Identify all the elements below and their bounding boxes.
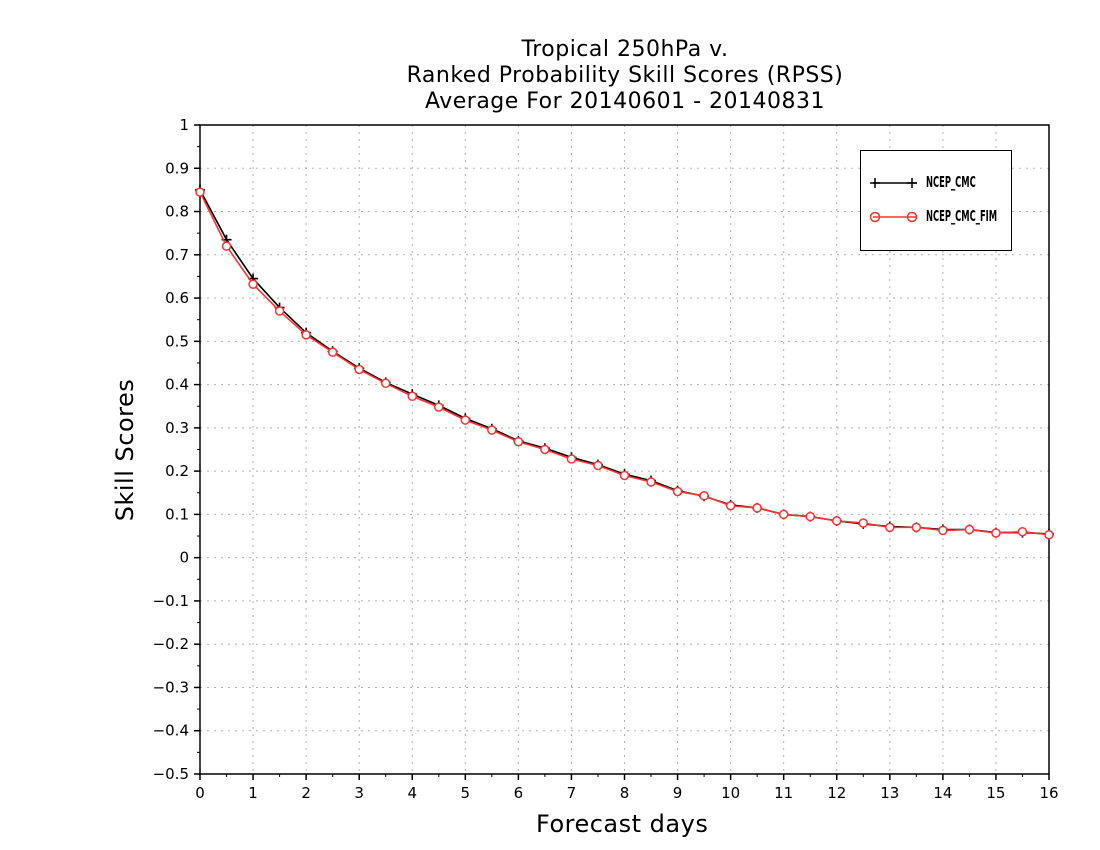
data-point-circle <box>195 187 205 197</box>
y-tick-label: −0.3 <box>153 678 189 696</box>
data-point-circle <box>672 486 683 497</box>
y-tick-label: 0.2 <box>165 462 189 480</box>
y-tick-label: 0.4 <box>165 376 189 394</box>
data-point-circle <box>832 516 842 526</box>
data-point-circle <box>301 330 311 340</box>
data-point-circle <box>964 524 975 535</box>
data-point-circle <box>911 522 922 533</box>
data-point-circle <box>380 378 391 389</box>
data-point-circle <box>1044 529 1054 540</box>
legend: NCEP_CMC NCEP_CMC_FIM <box>860 150 1012 251</box>
legend-plus-marker-icon <box>870 178 917 188</box>
y-tick-label: 0 <box>179 549 189 567</box>
x-tick-label: 0 <box>195 784 205 802</box>
data-point-circle <box>540 444 550 455</box>
x-tick-label: 4 <box>407 784 417 802</box>
y-tick-label: 0.3 <box>165 419 189 437</box>
data-point-circle <box>805 511 815 522</box>
data-point-circle <box>513 436 524 447</box>
y-tick-label: 0.7 <box>165 246 189 264</box>
y-tick-label: −0.4 <box>153 722 189 740</box>
y-tick-label: 0.6 <box>165 289 189 307</box>
x-tick-label: 3 <box>354 784 364 802</box>
y-tick-label: 1 <box>179 116 189 134</box>
legend-label-series-1: NCEP_CMC <box>926 173 976 191</box>
chart-title-line-2: Ranked Probability Skill Scores (RPSS) <box>406 63 844 88</box>
x-tick-label: 14 <box>933 784 952 802</box>
data-point-circle <box>885 522 895 533</box>
legend-swatches <box>869 178 918 223</box>
data-point-circle <box>725 500 736 511</box>
legend-label-series-2: NCEP_CMC_FIM <box>926 207 998 225</box>
x-tick-label: 1 <box>248 784 258 802</box>
chart-title-line-1: Tropical 250hPa v. <box>521 37 729 62</box>
x-tick-label: 10 <box>721 784 740 802</box>
y-tick-label: −0.5 <box>153 765 189 783</box>
data-point-circle <box>354 364 364 375</box>
legend-circle-marker-icon <box>906 211 918 223</box>
x-tick-label: 12 <box>827 784 846 802</box>
x-tick-label: 9 <box>673 784 683 802</box>
x-tick-label: 8 <box>620 784 630 802</box>
x-axis-title: Forecast days <box>536 810 709 838</box>
x-tick-label: 11 <box>774 784 793 802</box>
data-point-circle <box>752 503 762 513</box>
data-point-circle <box>991 528 1001 538</box>
legend-circle-marker-icon <box>869 211 881 223</box>
data-point-circle <box>327 347 338 357</box>
x-tick-label: 2 <box>301 784 311 802</box>
data-point-circle <box>699 491 709 501</box>
y-tick-label: 0.5 <box>165 332 189 350</box>
data-point-circle <box>566 454 577 464</box>
data-point-circle <box>407 391 417 402</box>
data-point-circle <box>593 460 603 471</box>
data-point-circle <box>619 470 630 481</box>
data-point-circle <box>434 402 444 412</box>
data-point-circle <box>858 518 869 528</box>
y-tick-label: 0.9 <box>165 159 189 177</box>
y-axis-title: Skill Scores <box>111 378 139 522</box>
y-tick-label: 0.8 <box>165 203 189 221</box>
x-tick-label: 6 <box>514 784 524 802</box>
data-point-circle <box>778 509 789 520</box>
x-tick-label: 16 <box>1039 784 1058 802</box>
data-point-circle <box>274 306 285 316</box>
y-tick-label: −0.1 <box>153 592 189 610</box>
data-point-circle <box>1017 526 1028 537</box>
data-point-circle <box>460 415 471 425</box>
data-point-circle <box>646 477 656 487</box>
y-tick-label: −0.2 <box>153 635 189 653</box>
y-tick-label: 0.1 <box>165 505 189 523</box>
x-tick-label: 5 <box>461 784 471 802</box>
data-point-circle <box>487 425 497 435</box>
chart-title-line-3: Average For 20140601 - 20140831 <box>424 89 826 114</box>
data-point-circle <box>221 241 232 251</box>
data-point-circle <box>938 525 948 536</box>
x-tick-label: 7 <box>567 784 577 802</box>
x-tick-label: 15 <box>986 784 1005 802</box>
x-tick-label: 13 <box>880 784 899 802</box>
data-point-circle <box>248 279 258 289</box>
